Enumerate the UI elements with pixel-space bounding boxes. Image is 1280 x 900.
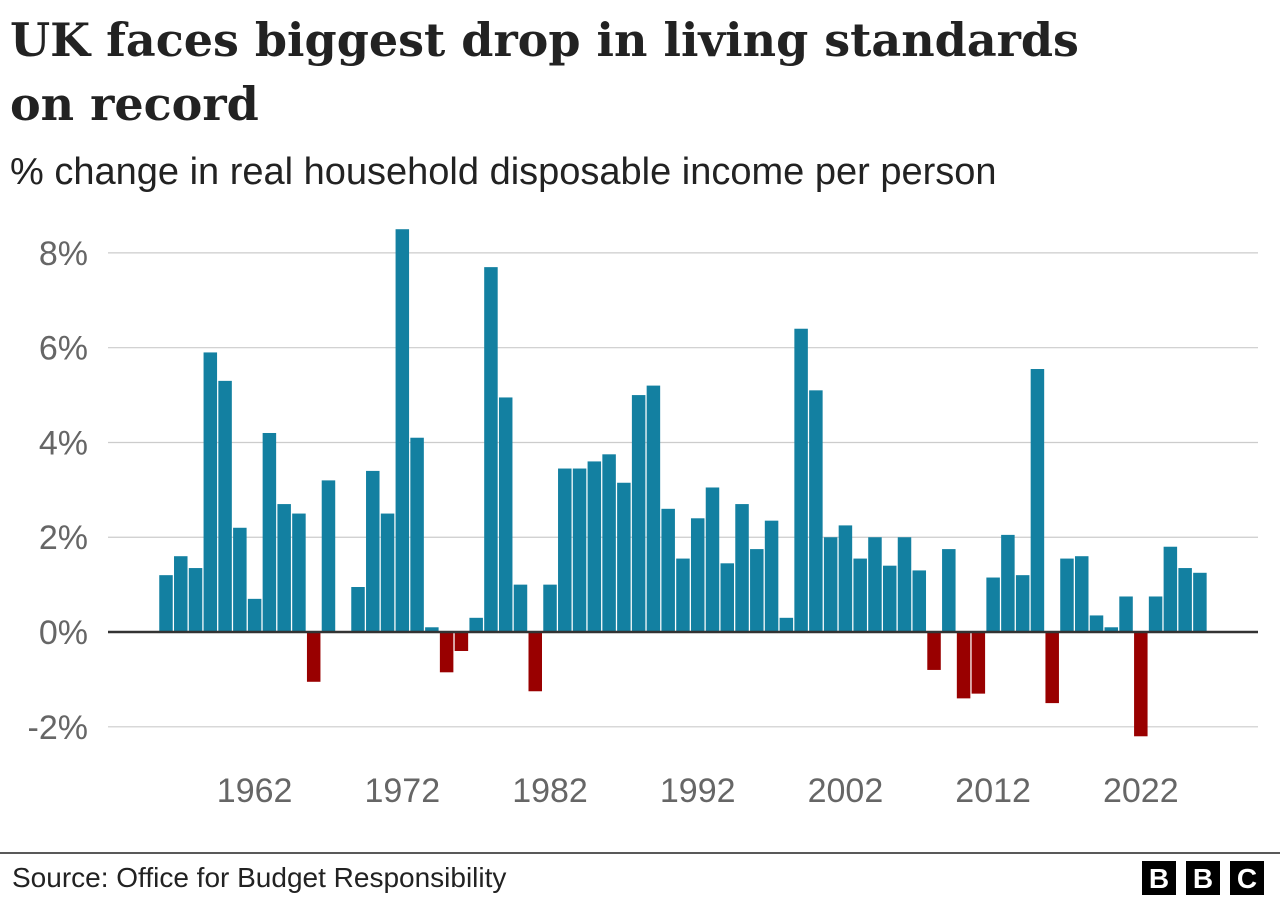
x-tick-label: 2002 [808, 772, 884, 810]
logo-block [1230, 861, 1264, 895]
bar [1030, 369, 1045, 633]
bar [646, 385, 661, 633]
bar [602, 454, 616, 633]
bar [661, 508, 675, 633]
x-tick-label: 2012 [955, 772, 1031, 810]
bar [750, 549, 764, 633]
bar [617, 482, 631, 633]
bar [823, 537, 838, 633]
logo-letter: B [1193, 863, 1213, 894]
bar [587, 461, 602, 633]
bar [912, 570, 927, 633]
bar [971, 632, 986, 694]
bar [942, 549, 956, 633]
bar [779, 617, 794, 633]
bar [543, 584, 557, 633]
bar [395, 229, 410, 633]
bar [572, 468, 587, 633]
bar [174, 556, 188, 633]
y-tick-label: 0% [39, 614, 88, 652]
y-tick-label: 2% [39, 519, 88, 557]
bar [1001, 534, 1015, 633]
bar [956, 632, 971, 699]
bar [1134, 632, 1148, 737]
bar [631, 395, 646, 633]
bar [1148, 596, 1163, 633]
x-tick-label: 1992 [660, 772, 736, 810]
bar [439, 632, 454, 673]
bar [306, 632, 321, 682]
bar [558, 468, 572, 633]
bar [986, 577, 1000, 633]
x-tick-label: 1982 [512, 772, 588, 810]
bar [188, 568, 203, 633]
x-tick-label: 1962 [217, 772, 293, 810]
logo-letter: C [1237, 863, 1257, 894]
bar [277, 504, 291, 633]
bar [1015, 575, 1030, 633]
chart-subtitle: % change in real household disposable in… [10, 151, 997, 193]
bar [838, 525, 853, 633]
bar [380, 513, 395, 633]
bar [1045, 632, 1059, 704]
bar [203, 352, 218, 633]
bar [159, 575, 173, 633]
logo-block [1186, 861, 1220, 895]
bar [484, 267, 498, 633]
bar [410, 437, 424, 633]
bar [321, 480, 336, 633]
y-tick-label: -2% [28, 709, 88, 747]
bar [469, 617, 483, 633]
bar [735, 504, 749, 633]
bar [233, 527, 247, 633]
bar [262, 432, 277, 633]
source: Source: Office for Budget Responsibility [12, 862, 506, 893]
bar [705, 487, 720, 633]
bar [1163, 546, 1178, 633]
bar [764, 520, 779, 633]
bar [247, 598, 262, 633]
bar [1193, 572, 1207, 633]
bar [1119, 596, 1133, 633]
chart-title: on record [10, 77, 259, 131]
bar [1089, 615, 1104, 633]
bar [351, 587, 365, 633]
bar [676, 558, 690, 633]
x-tick-label: 1972 [364, 772, 440, 810]
y-tick-label: 4% [39, 424, 88, 462]
bar [897, 537, 912, 633]
bar [794, 328, 808, 633]
bar [425, 627, 439, 633]
y-tick-label: 8% [39, 235, 88, 273]
bar [720, 563, 735, 633]
bar [366, 470, 380, 633]
bar [868, 537, 882, 633]
y-tick-label: 6% [39, 330, 88, 368]
bar [927, 632, 941, 670]
bar [1104, 627, 1119, 633]
bar [882, 565, 897, 633]
bar [853, 558, 867, 633]
bar [292, 513, 306, 633]
chart-title: UK faces biggest drop in living standard… [10, 13, 1079, 67]
bar [218, 380, 232, 633]
bar [1060, 558, 1074, 633]
bar [513, 584, 528, 633]
bar [690, 518, 705, 633]
bar [528, 632, 542, 692]
x-tick-label: 2022 [1103, 772, 1179, 810]
bar [809, 390, 823, 633]
logo-block [1142, 861, 1176, 895]
logo-letter: B [1149, 863, 1169, 894]
bar [498, 397, 513, 633]
bar [1074, 556, 1089, 633]
bar [1178, 568, 1192, 633]
bar [454, 632, 469, 651]
